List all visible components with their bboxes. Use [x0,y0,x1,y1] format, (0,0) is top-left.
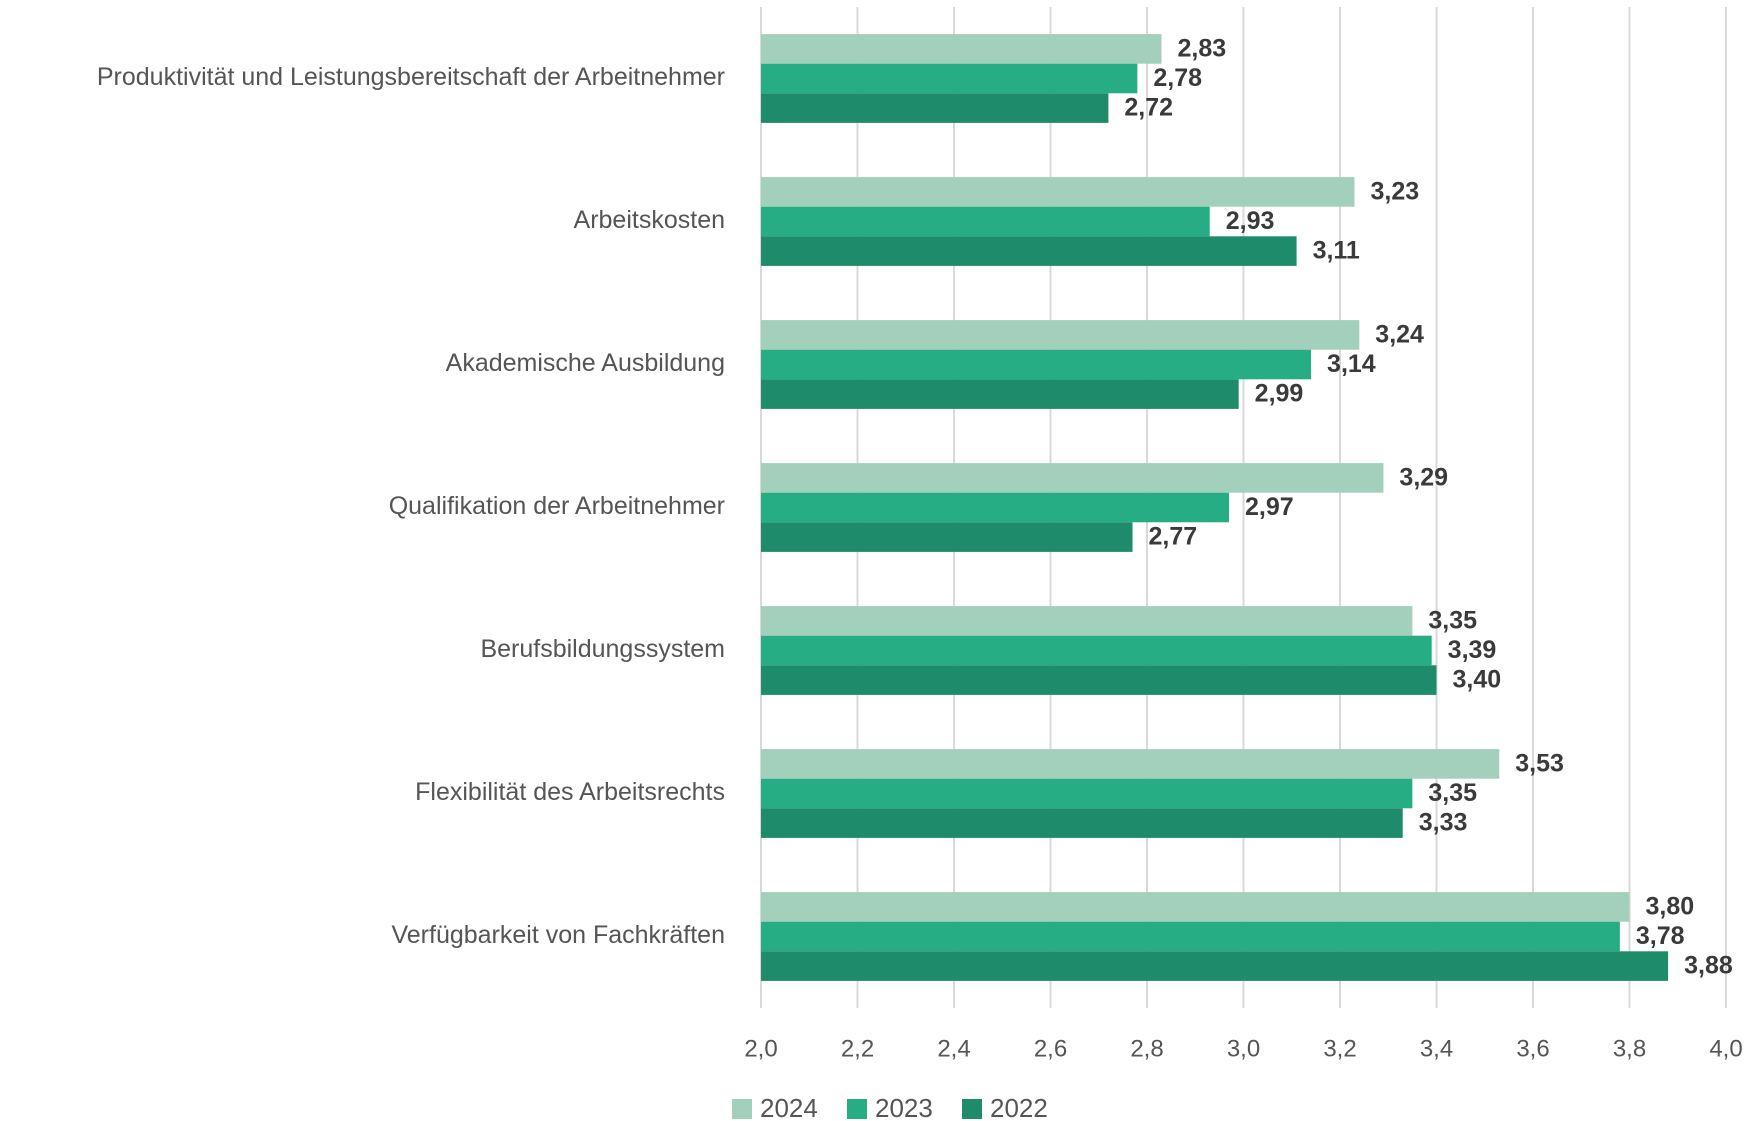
bar [761,892,1630,922]
bar [761,177,1355,207]
x-tick-label: 4,0 [1709,1035,1742,1062]
value-label: 3,33 [1419,809,1468,837]
bar [761,665,1437,695]
x-tick-label: 3,6 [1516,1035,1549,1062]
value-label: 3,11 [1313,237,1360,265]
value-label: 2,99 [1255,380,1304,408]
bar [761,463,1384,493]
value-label: 3,40 [1453,666,1502,694]
bar [761,379,1239,409]
value-label: 3,53 [1515,750,1564,778]
x-tick-label: 3,2 [1323,1035,1356,1062]
value-label: 2,93 [1226,207,1275,235]
value-label: 3,39 [1448,636,1497,664]
bar [761,808,1403,838]
value-label: 3,24 [1375,321,1424,349]
x-tick-label: 2,8 [1130,1035,1163,1062]
value-label: 3,23 [1370,178,1419,206]
x-tick-label: 3,8 [1613,1035,1646,1062]
value-label: 3,80 [1646,893,1695,921]
category-label: Produktivität und Leistungsbereitschaft … [97,63,725,91]
bar [761,635,1432,666]
value-label: 2,77 [1149,523,1198,551]
value-label: 3,29 [1399,464,1448,492]
value-label: 2,72 [1124,94,1173,122]
bar [761,236,1297,266]
bar [761,921,1620,952]
category-label: Berufsbildungssystem [480,635,725,663]
legend-label: 2024 [760,1093,818,1121]
value-label: 3,78 [1636,922,1685,950]
category-label: Akademische Ausbildung [446,349,725,377]
category-label: Arbeitskosten [574,206,725,234]
value-label: 2,97 [1245,493,1294,521]
category-label: Qualifikation der Arbeitnehmer [389,492,725,520]
x-tick-label: 2,4 [937,1035,970,1062]
bar [761,778,1413,809]
bar [761,93,1109,123]
bar [761,206,1210,237]
x-tick-label: 3,4 [1420,1035,1453,1062]
value-label: 3,88 [1684,952,1733,980]
bar [761,606,1413,636]
bar [761,522,1133,552]
legend-label: 2022 [990,1093,1048,1121]
bar [761,63,1138,94]
bar [761,34,1162,64]
bar [761,749,1500,779]
x-tick-label: 3,0 [1227,1035,1260,1062]
x-tick-label: 2,2 [841,1035,874,1062]
value-label: 3,14 [1327,350,1376,378]
value-label: 2,78 [1153,64,1202,92]
value-label: 3,35 [1428,607,1477,635]
bar [761,492,1230,523]
value-label: 2,83 [1177,35,1226,63]
bar [761,349,1312,380]
legend-swatch [962,1099,982,1119]
legend-swatch [847,1099,867,1119]
value-label: 3,35 [1428,779,1477,807]
x-tick-label: 2,6 [1034,1035,1067,1062]
bar [761,951,1669,981]
legend-label: 2023 [875,1093,933,1121]
bar [761,320,1360,350]
legend-swatch [732,1099,752,1119]
x-tick-label: 2,0 [744,1035,777,1062]
category-label: Flexibilität des Arbeitsrechts [415,778,725,806]
category-label: Verfügbarkeit von Fachkräften [391,921,725,949]
